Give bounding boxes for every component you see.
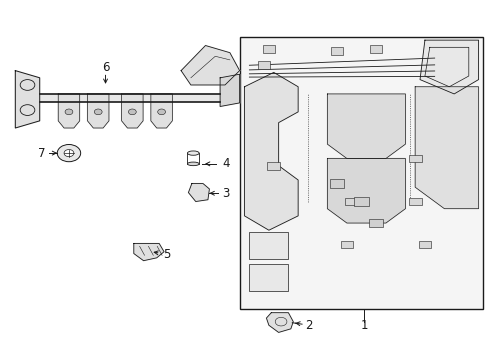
Bar (329, 179, 344, 188)
Bar (330, 47, 343, 55)
Polygon shape (188, 184, 209, 202)
Bar (340, 240, 352, 248)
Polygon shape (244, 72, 298, 230)
Circle shape (94, 109, 102, 115)
Bar (353, 197, 368, 206)
Polygon shape (122, 94, 143, 128)
Text: 5: 5 (163, 248, 170, 261)
Bar (249, 264, 288, 291)
Polygon shape (15, 71, 40, 128)
Bar (408, 198, 421, 206)
Bar (418, 240, 430, 248)
Ellipse shape (187, 162, 199, 166)
Text: 7: 7 (39, 147, 46, 159)
Bar (267, 162, 280, 170)
Polygon shape (414, 87, 478, 209)
Bar (40, 94, 220, 102)
Polygon shape (181, 45, 239, 85)
Bar (262, 45, 275, 53)
Circle shape (65, 109, 73, 115)
Circle shape (64, 149, 74, 157)
Circle shape (128, 109, 136, 115)
Bar (257, 61, 270, 69)
Text: 4: 4 (222, 157, 229, 170)
Bar (369, 45, 382, 53)
Polygon shape (419, 40, 478, 94)
Text: 6: 6 (102, 60, 109, 73)
Polygon shape (151, 94, 172, 128)
Polygon shape (327, 158, 405, 223)
Text: 1: 1 (360, 319, 367, 332)
Polygon shape (58, 94, 80, 128)
Polygon shape (327, 94, 405, 158)
Polygon shape (266, 313, 293, 332)
Bar (408, 154, 421, 162)
Bar (239, 37, 483, 309)
Ellipse shape (187, 151, 199, 155)
Text: 2: 2 (305, 319, 312, 332)
Bar (368, 219, 383, 227)
Bar (345, 198, 357, 206)
Bar (249, 232, 288, 259)
Polygon shape (134, 243, 163, 261)
Circle shape (158, 109, 165, 115)
Polygon shape (87, 94, 109, 128)
Polygon shape (220, 74, 239, 107)
Circle shape (57, 144, 81, 162)
Text: 3: 3 (222, 187, 229, 200)
